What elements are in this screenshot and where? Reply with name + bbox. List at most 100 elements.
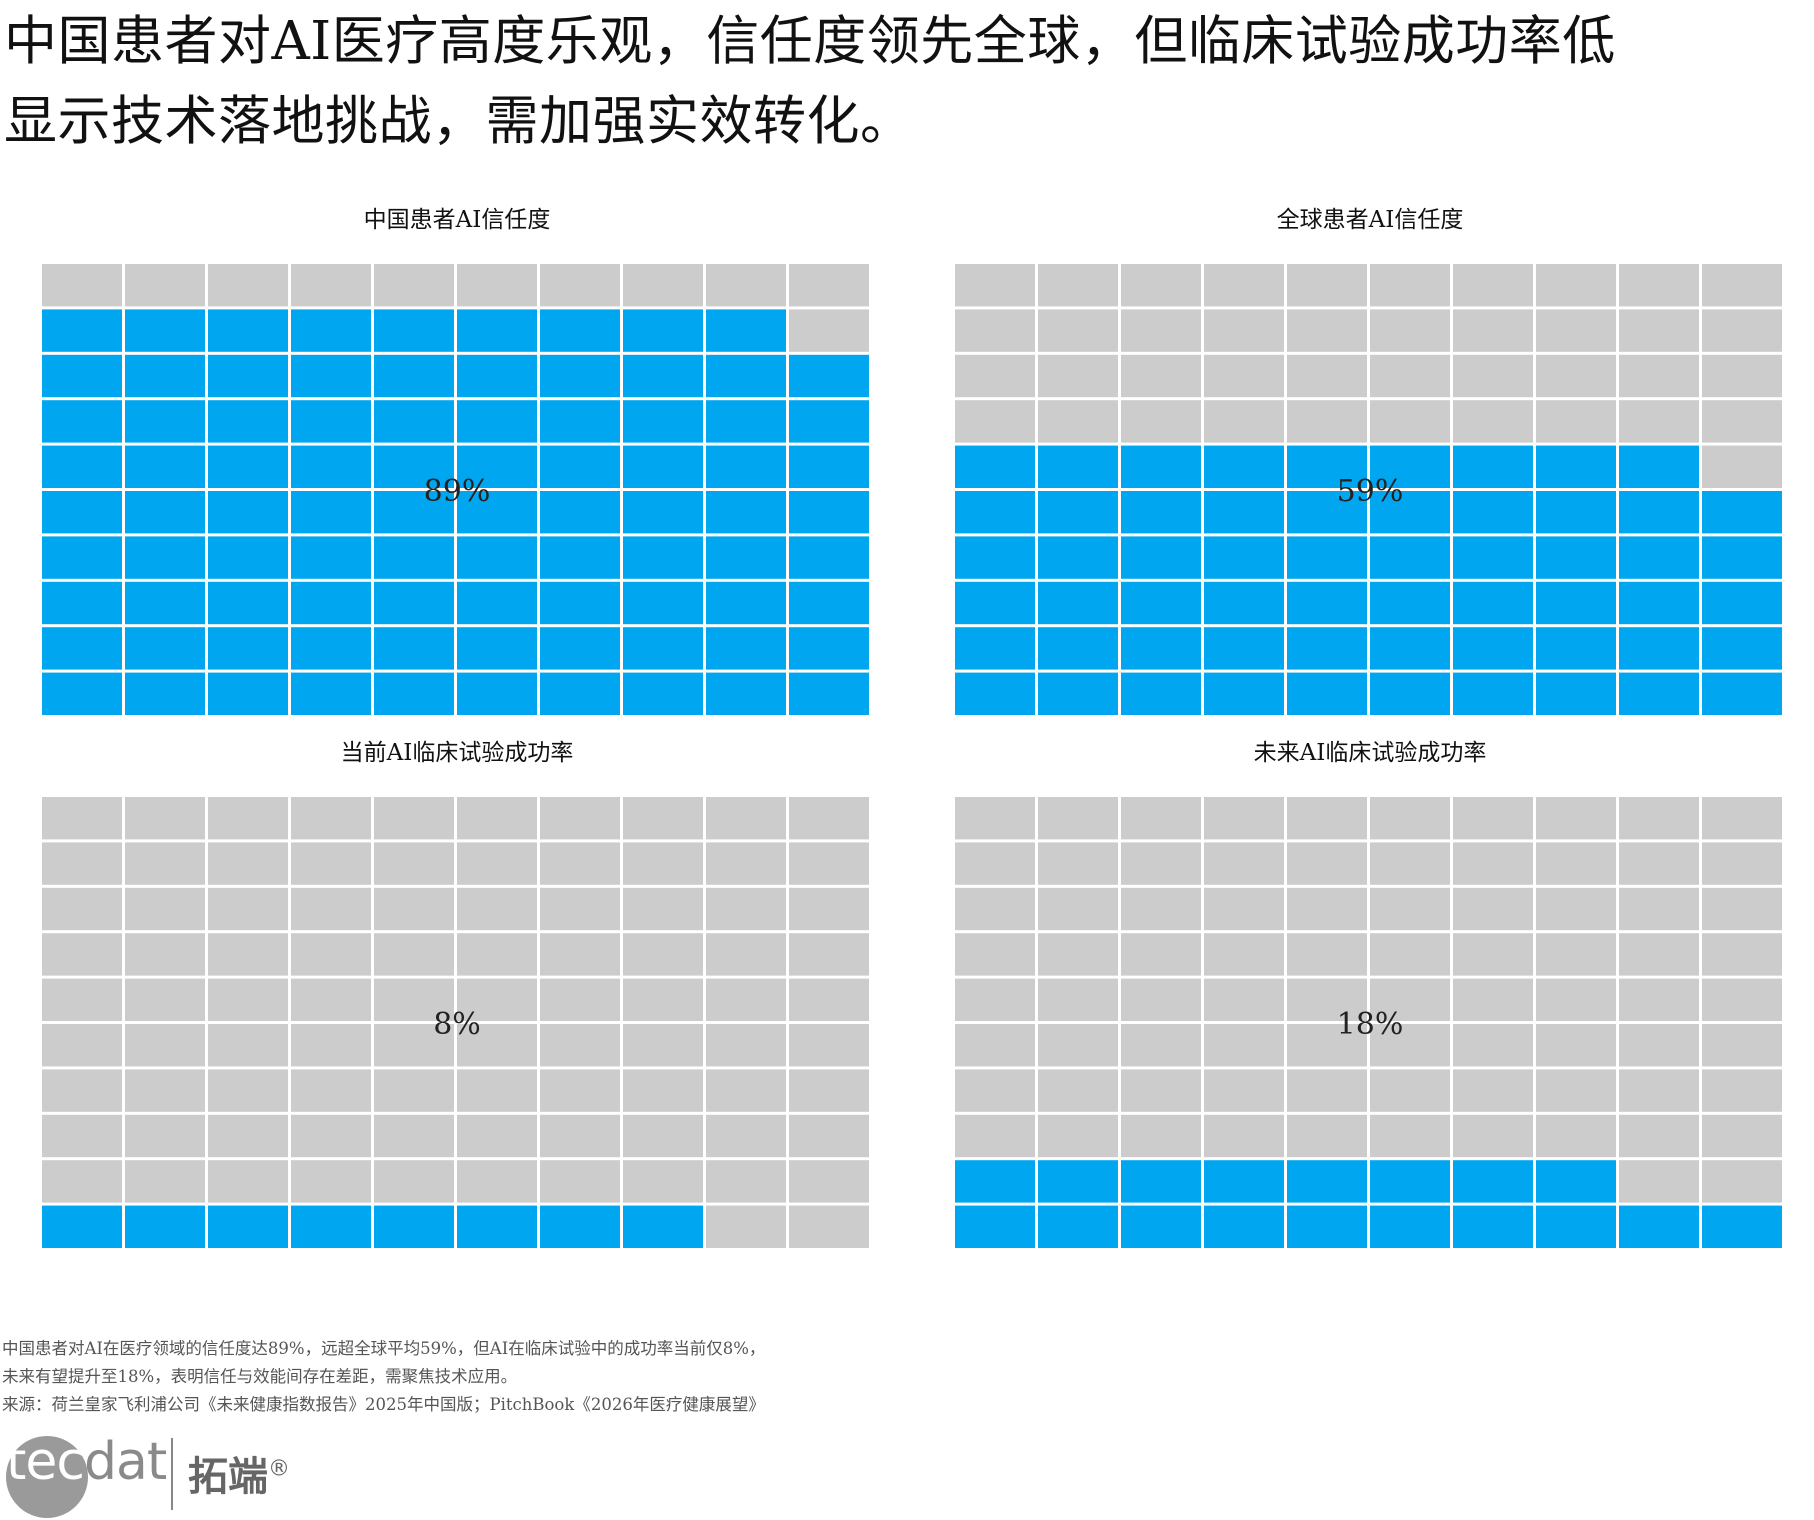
waffle-cell-empty: [1370, 797, 1450, 840]
waffle-cell-empty: [540, 264, 620, 307]
waffle-cell-empty: [1453, 309, 1533, 352]
waffle-cell-empty: [1702, 264, 1782, 307]
waffle-cell-empty: [1038, 887, 1118, 931]
waffle-cell-empty: [1453, 1069, 1533, 1112]
waffle-cell-empty: [1619, 309, 1699, 352]
waffle-cell-empty: [1204, 309, 1284, 352]
waffle-cell-empty: [208, 842, 288, 885]
waffle-cell-empty: [1702, 842, 1782, 885]
waffle-cell-empty: [1619, 842, 1699, 885]
waffle-cell-empty: [291, 1160, 371, 1203]
waffle-cell-empty: [706, 933, 786, 976]
waffle-cell-empty: [1121, 842, 1201, 885]
waffle-cell-filled: [955, 1205, 1035, 1248]
waffle-cell-empty: [1287, 1114, 1367, 1158]
waffle-value-label: 8%: [433, 1007, 481, 1042]
waffle-cell-empty: [1370, 354, 1450, 398]
waffle-cell-filled: [789, 672, 869, 715]
waffle-cell-empty: [1702, 933, 1782, 976]
waffle-cell-empty: [1453, 842, 1533, 885]
waffle-cell-filled: [125, 1205, 205, 1248]
waffle-cell-empty: [208, 797, 288, 840]
waffle-cell-empty: [374, 1024, 454, 1067]
waffle-cell-filled: [789, 354, 869, 398]
waffle-cell-filled: [1370, 627, 1450, 670]
waffle-cell-empty: [1453, 887, 1533, 931]
waffle-cell-empty: [540, 1160, 620, 1203]
waffle-cell-empty: [1038, 400, 1118, 443]
waffle-cell-empty: [125, 933, 205, 976]
waffle-cell-empty: [1619, 1069, 1699, 1112]
waffle-cell-filled: [291, 672, 371, 715]
waffle-cell-filled: [1453, 672, 1533, 715]
headline: 中国患者对AI医疗高度乐观，信任度领先全球，但临床试验成功率低 显示技术落地挑战…: [4, 2, 1804, 162]
waffle-cell-filled: [540, 581, 620, 625]
waffle-cell-filled: [1287, 581, 1367, 625]
waffle-cell-empty: [1204, 400, 1284, 443]
waffle-cell-empty: [1619, 933, 1699, 976]
waffle-cell-empty: [789, 797, 869, 840]
waffle-cell-empty: [955, 842, 1035, 885]
waffle-cell-empty: [1702, 978, 1782, 1021]
waffle-cell-filled: [789, 445, 869, 488]
waffle-cell-filled: [1287, 536, 1367, 579]
waffle-cell-empty: [374, 842, 454, 885]
waffle-cell-filled: [457, 627, 537, 670]
waffle-cell-filled: [291, 627, 371, 670]
waffle-cell-empty: [125, 978, 205, 1021]
waffle-cell-filled: [1038, 445, 1118, 488]
waffle-cell-filled: [1619, 491, 1699, 534]
waffle-cell-empty: [1287, 1069, 1367, 1112]
waffle-cell-filled: [1121, 581, 1201, 625]
waffle-cell-empty: [955, 978, 1035, 1021]
logo-wordmark: tecdat: [6, 1432, 167, 1492]
waffle-cell-empty: [706, 978, 786, 1021]
waffle-cell-filled: [706, 309, 786, 352]
waffle-cell-empty: [457, 1069, 537, 1112]
waffle-cell-filled: [1370, 491, 1450, 534]
waffle-cell-filled: [374, 309, 454, 352]
waffle-cell-empty: [208, 1114, 288, 1158]
waffle-cell-empty: [789, 933, 869, 976]
waffle-value-label: 89%: [424, 474, 491, 509]
waffle-cell-filled: [374, 354, 454, 398]
waffle-cell-empty: [706, 842, 786, 885]
waffle-cell-filled: [1121, 491, 1201, 534]
waffle-cell-filled: [374, 672, 454, 715]
waffle-cell-empty: [1619, 354, 1699, 398]
waffle-cell-empty: [1536, 264, 1616, 307]
waffle-cell-empty: [540, 887, 620, 931]
waffle-cell-filled: [291, 400, 371, 443]
waffle-cell-empty: [1453, 1024, 1533, 1067]
source-line: 来源：荷兰皇家飞利浦公司《未来健康指数报告》2025年中国版；PitchBook…: [2, 1395, 765, 1414]
footnotes: 中国患者对AI在医疗领域的信任度达89%，远超全球平均59%，但AI在临床试验中…: [2, 1335, 1402, 1419]
waffle-cell-empty: [1702, 1114, 1782, 1158]
waffle-cell-filled: [1370, 672, 1450, 715]
waffle-cell-empty: [1121, 264, 1201, 307]
waffle-cell-empty: [1453, 797, 1533, 840]
waffle-cell-filled: [42, 581, 122, 625]
waffle-cell-empty: [1702, 1160, 1782, 1203]
waffle-cell-filled: [1536, 672, 1616, 715]
waffle-cell-empty: [623, 797, 703, 840]
waffle-cell-filled: [457, 491, 537, 534]
waffle-cell-filled: [291, 354, 371, 398]
waffle-cell-filled: [1038, 1160, 1118, 1203]
waffle-cell-filled: [42, 491, 122, 534]
waffle-cell-empty: [540, 1069, 620, 1112]
waffle-cell-filled: [955, 445, 1035, 488]
waffle-cell-empty: [1619, 400, 1699, 443]
waffle-cell-filled: [1702, 1205, 1782, 1248]
waffle-cell-filled: [1121, 445, 1201, 488]
waffle-cell-filled: [1287, 491, 1367, 534]
waffle-cell-filled: [623, 400, 703, 443]
waffle-cell-filled: [955, 627, 1035, 670]
waffle-cell-empty: [457, 1024, 537, 1067]
waffle-cell-filled: [1453, 581, 1533, 625]
waffle-cell-empty: [789, 1069, 869, 1112]
waffle-cell-filled: [1702, 581, 1782, 625]
waffle-cell-empty: [1536, 309, 1616, 352]
waffle-cell-filled: [1038, 672, 1118, 715]
waffle-cell-filled: [789, 627, 869, 670]
waffle-cell-empty: [1370, 309, 1450, 352]
